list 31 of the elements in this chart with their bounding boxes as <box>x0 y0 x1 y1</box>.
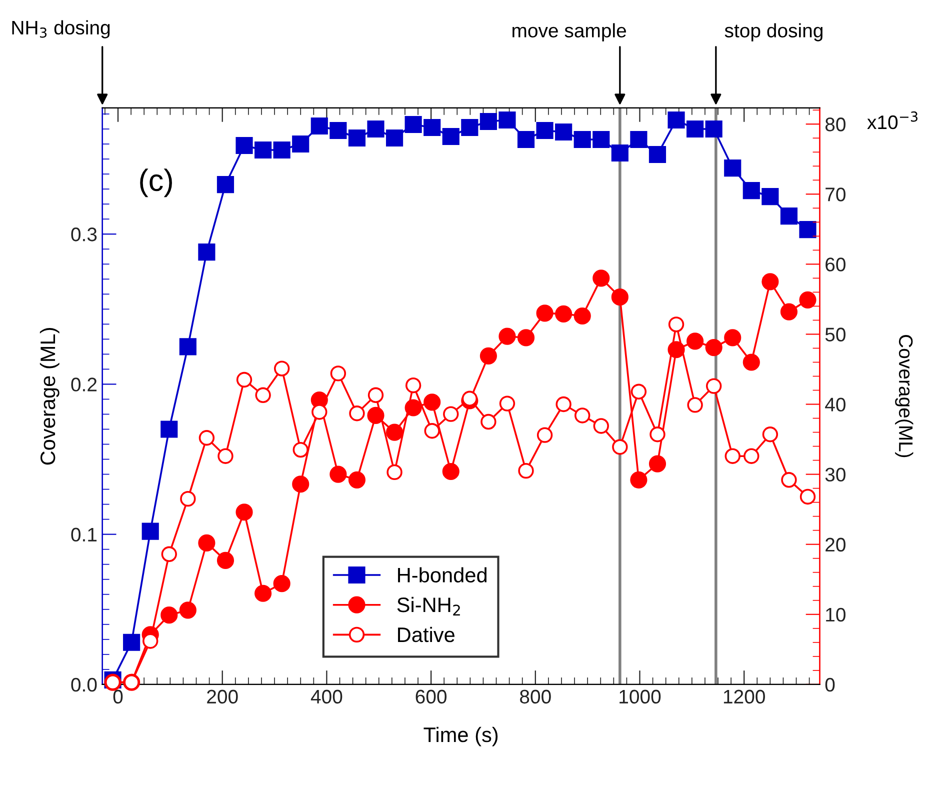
y2-tick-label: 60 <box>826 258 846 272</box>
x-tick-label: 0 <box>113 690 123 704</box>
legend-label: Dative <box>398 626 454 642</box>
x-tick-label: 400 <box>310 690 342 704</box>
text: x10$^{−3}$ <box>867 111 918 130</box>
y2-tick-label: 10 <box>826 608 846 622</box>
y2-tick-label: 20 <box>826 538 846 552</box>
y-tick-label: 0.0 <box>71 678 97 692</box>
y2-tick-label: 40 <box>825 398 846 412</box>
y2-tick-label: 80 <box>825 118 846 132</box>
y2-tick-label: 70 <box>826 188 846 202</box>
x-tick-label: 200 <box>207 690 238 704</box>
y-tick-label: 0.1 <box>71 528 97 542</box>
y2-tick-label: 30 <box>825 468 846 482</box>
y-tick-label: 0.2 <box>71 378 97 392</box>
x-tick-label: 600 <box>416 690 447 704</box>
annotation: (c) <box>140 168 172 198</box>
legend-label: Si-NH$_{2}$ <box>397 596 460 616</box>
y2-axis-title: Coverage(ML) <box>895 335 914 458</box>
y2-tick-label: 50 <box>825 328 846 342</box>
y-axis-title: Coverage (ML) <box>40 328 60 465</box>
y-tick-label: 0.3 <box>71 228 97 242</box>
text: NH$_{3}$ dosing <box>12 20 110 38</box>
ref-line-label: stop dosing <box>724 23 822 42</box>
ref-line-label: move sample <box>512 23 626 42</box>
x-tick-label: 1200 <box>724 690 765 704</box>
legend-label: H-bonded <box>398 567 486 583</box>
x-axis-title: Time (s) <box>424 726 498 746</box>
x-tick-label: 1000 <box>620 690 661 704</box>
x-tick-label: 800 <box>520 690 551 704</box>
y2-tick-label: 0 <box>825 678 835 692</box>
